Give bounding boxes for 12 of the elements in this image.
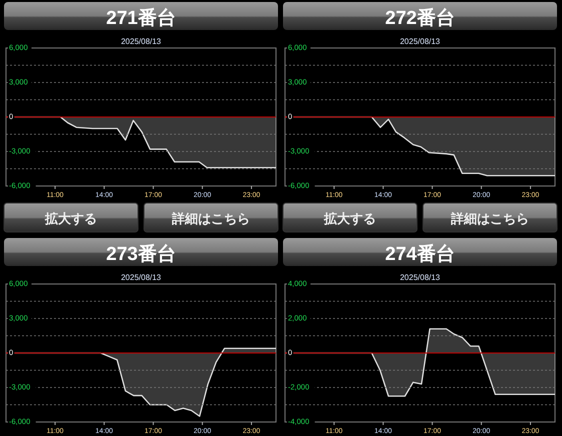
text: 詳細はこちら [171,211,250,226]
chart-title: 273番台 [106,243,176,265]
chart-subtitle: 2025/08/13 [400,37,441,46]
chart-subtitle: 2025/08/13 [120,37,162,46]
chart-subtitle: 2025/08/13 [120,273,162,282]
chart-title: 271番台 [106,7,176,29]
text: 詳細はこちら [450,211,529,226]
text: 拡大する [44,211,97,226]
chart-title: 274番台 [385,243,455,265]
chart-title: 272番台 [385,7,455,29]
chart-subtitle: 2025/08/13 [400,273,441,282]
text: 拡大する [323,211,376,226]
